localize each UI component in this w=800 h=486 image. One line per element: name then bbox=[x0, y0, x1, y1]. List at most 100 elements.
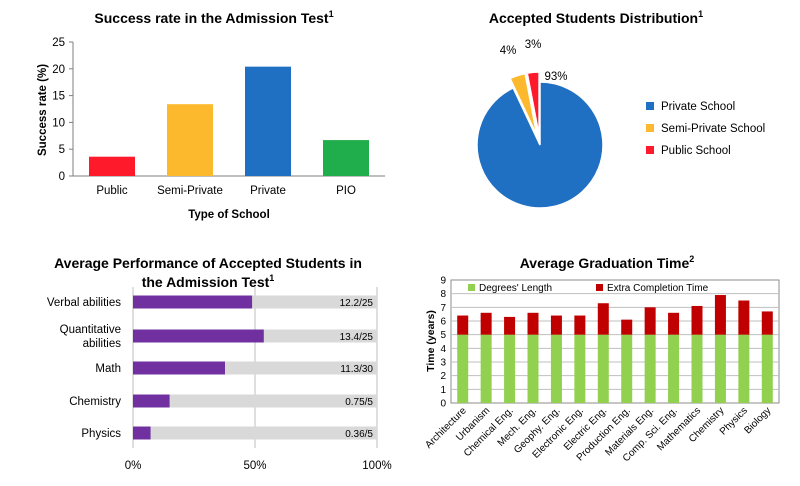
success-rate-bar bbox=[167, 104, 213, 176]
degree-length-bar bbox=[761, 334, 773, 403]
extra-time-bar bbox=[504, 316, 516, 335]
performance-category-label: Math bbox=[95, 363, 121, 375]
accepted-distribution-chart: Accepted Students Distribution1 93%4% 3% … bbox=[476, 9, 765, 209]
performance-value-label: 0.75/5 bbox=[345, 397, 373, 408]
pie-legend-label: Private School bbox=[661, 101, 735, 113]
performance-bar bbox=[133, 295, 253, 309]
extra-time-bar bbox=[527, 312, 539, 335]
graduation-time-y-axis-title: Time (years) bbox=[425, 310, 437, 372]
performance-track bbox=[133, 426, 377, 440]
success-rate-x-tick-label: Public bbox=[96, 185, 128, 197]
success-rate-bar bbox=[89, 156, 135, 176]
performance-category-label: Quantitative bbox=[60, 324, 121, 336]
pie-slice-label: 4% bbox=[500, 45, 517, 57]
pie-legend-swatch bbox=[646, 124, 654, 132]
degree-length-bar bbox=[527, 334, 539, 403]
performance-x-tick-label: 0% bbox=[125, 460, 142, 472]
success-rate-y-tick-label: 25 bbox=[52, 37, 65, 49]
graduation-y-tick-label: 3 bbox=[440, 358, 446, 369]
performance-category-label: Physics bbox=[81, 428, 121, 440]
success-rate-x-tick-label: Semi-Private bbox=[157, 185, 223, 197]
extra-time-bar bbox=[738, 300, 750, 335]
success-rate-bar bbox=[323, 140, 369, 176]
extra-time-bar bbox=[714, 295, 726, 335]
degree-length-bar bbox=[668, 334, 680, 403]
degree-length-bar bbox=[714, 334, 726, 403]
degree-length-bar bbox=[738, 334, 750, 403]
success-rate-title: Success rate in the Admission Test1 bbox=[94, 9, 333, 26]
performance-value-label: 12.2/25 bbox=[340, 298, 374, 309]
success-rate-y-tick-label: 15 bbox=[52, 91, 65, 103]
performance-value-label: 13.4/25 bbox=[340, 332, 374, 343]
performance-value-label: 0.36/5 bbox=[345, 429, 373, 440]
extra-time-bar bbox=[761, 311, 773, 335]
pie-legend-swatch bbox=[646, 102, 654, 110]
pie-legend-label: Public School bbox=[661, 145, 731, 157]
performance-title-line2: the Admission Test1 bbox=[142, 273, 275, 290]
success-rate-y-tick-label: 5 bbox=[59, 144, 65, 156]
success-rate-y-tick-label: 10 bbox=[52, 117, 65, 129]
extra-time-bar bbox=[457, 315, 469, 335]
graduation-y-tick-label: 7 bbox=[440, 303, 446, 314]
degree-length-bar bbox=[504, 334, 516, 403]
degree-length-bar bbox=[574, 334, 586, 403]
degree-length-bar bbox=[691, 334, 703, 403]
graduation-y-tick-label: 6 bbox=[440, 317, 446, 328]
performance-title-line1: Average Performance of Accepted Students… bbox=[54, 255, 362, 271]
performance-x-tick-label: 50% bbox=[243, 460, 266, 472]
degree-length-bar bbox=[621, 334, 633, 403]
success-rate-y-tick-label: 20 bbox=[52, 64, 65, 76]
degree-length-bar bbox=[597, 334, 609, 403]
graduation-legend-label: Extra Completion Time bbox=[607, 283, 709, 294]
extra-time-bar bbox=[574, 315, 586, 335]
performance-category-label: Verbal abilities bbox=[47, 297, 121, 309]
performance-bar bbox=[133, 361, 225, 375]
success-rate-x-tick-label: Private bbox=[250, 185, 286, 197]
extra-time-bar bbox=[597, 303, 609, 335]
graduation-legend-swatch bbox=[596, 284, 603, 291]
graduation-y-tick-label: 2 bbox=[440, 371, 446, 382]
performance-bar bbox=[133, 426, 151, 440]
performance-value-label: 11.3/30 bbox=[340, 364, 373, 375]
pie-legend-swatch bbox=[646, 146, 654, 154]
success-rate-x-axis-title: Type of School bbox=[188, 209, 270, 221]
pie-slice bbox=[476, 81, 604, 209]
accepted-distribution-title: Accepted Students Distribution1 bbox=[489, 9, 703, 26]
degree-length-bar bbox=[550, 334, 562, 403]
success-rate-chart: Success rate in the Admission Test1 Succ… bbox=[37, 9, 385, 221]
success-rate-bar bbox=[245, 66, 291, 176]
performance-category-label: Chemistry bbox=[69, 396, 121, 408]
performance-track bbox=[133, 394, 377, 408]
extra-time-bar bbox=[480, 312, 492, 335]
extra-time-bar bbox=[644, 307, 656, 335]
performance-bar bbox=[133, 394, 170, 408]
graduation-y-tick-label: 8 bbox=[440, 289, 446, 300]
performance-chart: Average Performance of Accepted Students… bbox=[47, 255, 392, 472]
pie-slice bbox=[509, 72, 538, 136]
extra-time-bar bbox=[668, 312, 680, 335]
performance-bar bbox=[133, 329, 264, 343]
graduation-legend-label: Degrees' Length bbox=[479, 283, 552, 294]
graduation-legend-swatch bbox=[468, 284, 475, 291]
graduation-y-tick-label: 5 bbox=[440, 330, 446, 341]
pie-legend-label: Semi-Private School bbox=[661, 123, 765, 135]
pie-slice-label: 3% bbox=[525, 39, 542, 51]
graduation-y-tick-label: 1 bbox=[440, 385, 446, 396]
graduation-x-tick-label: Biology bbox=[742, 405, 773, 436]
performance-category-label: abilities bbox=[83, 338, 122, 350]
graduation-y-tick-label: 9 bbox=[440, 276, 446, 287]
performance-x-tick-label: 100% bbox=[362, 460, 391, 472]
extra-time-bar bbox=[621, 319, 633, 335]
success-rate-y-tick-label: 0 bbox=[59, 171, 65, 183]
graduation-plot-frame bbox=[450, 279, 780, 404]
graduation-y-tick-label: 4 bbox=[440, 344, 446, 355]
degree-length-bar bbox=[457, 334, 469, 403]
graduation-time-title: Average Graduation Time2 bbox=[520, 254, 695, 271]
degree-length-bar bbox=[644, 334, 656, 403]
graduation-y-tick-label: 0 bbox=[440, 399, 446, 410]
extra-time-bar bbox=[691, 305, 703, 335]
success-rate-x-tick-label: PIO bbox=[336, 185, 356, 197]
graduation-time-chart: Average Graduation Time2 Time (years) 0 1… bbox=[423, 254, 780, 464]
success-rate-y-axis-title: Success rate (%) bbox=[37, 64, 49, 156]
pie-slice-label: 93% bbox=[544, 71, 567, 83]
